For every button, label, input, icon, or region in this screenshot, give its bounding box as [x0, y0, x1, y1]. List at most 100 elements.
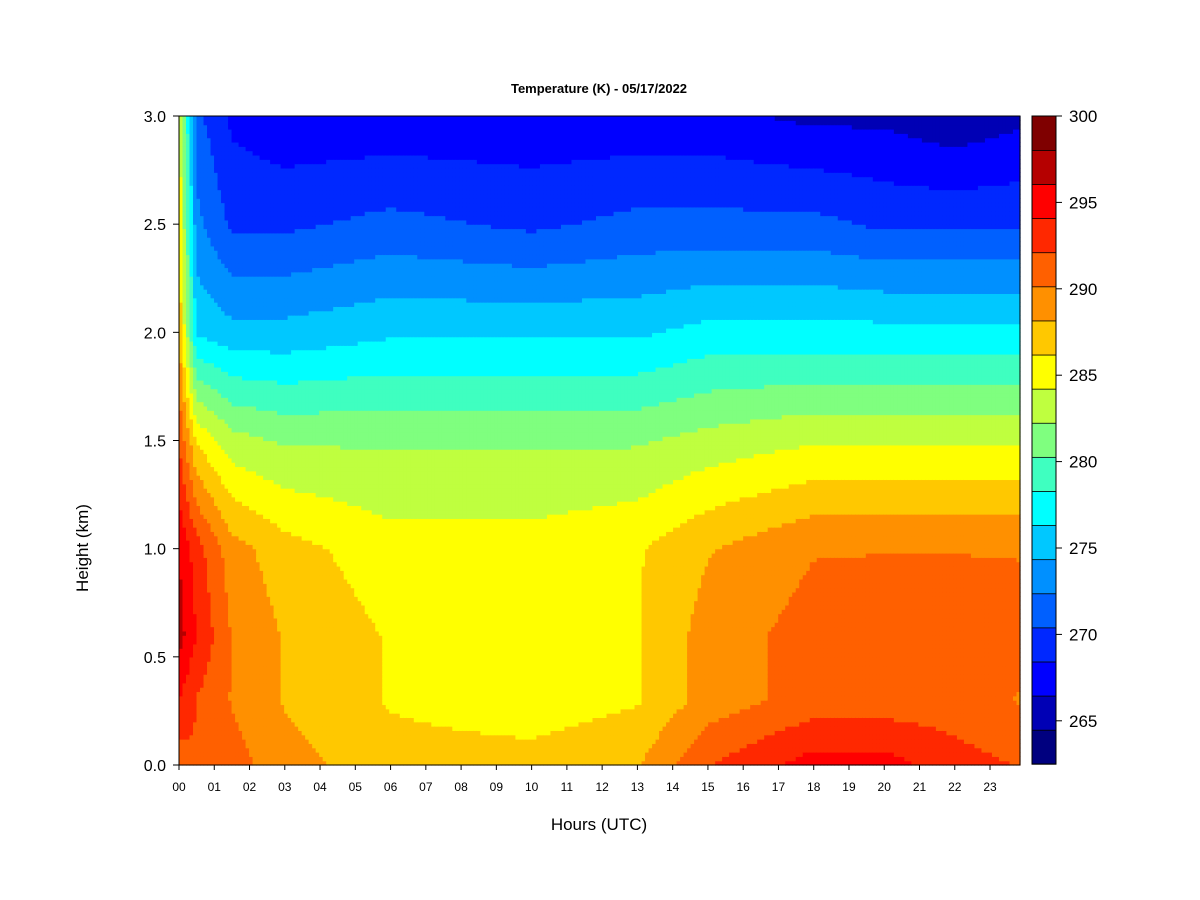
heatmap-cell	[246, 570, 250, 575]
heatmap-cell	[190, 717, 194, 722]
heatmap-cell	[204, 583, 208, 588]
heatmap-cell	[270, 263, 274, 268]
heatmap-cell	[232, 194, 236, 199]
heatmap-cell	[193, 531, 197, 536]
heatmap-cell	[228, 601, 232, 606]
heatmap-cell	[218, 272, 222, 277]
heatmap-cell	[200, 588, 204, 593]
heatmap-cell	[225, 298, 229, 303]
heatmap-cell	[193, 588, 197, 593]
heatmap-cell	[239, 410, 243, 415]
heatmap-cell	[246, 579, 250, 584]
heatmap-cell	[274, 298, 278, 303]
heatmap-cell	[270, 505, 274, 510]
heatmap-cell	[228, 125, 232, 130]
heatmap-cell	[239, 233, 243, 238]
heatmap-cell	[288, 272, 292, 277]
heatmap-cell	[260, 211, 264, 216]
heatmap-cell	[270, 748, 274, 753]
heatmap-cell	[193, 501, 197, 506]
heatmap-cell	[200, 306, 204, 311]
heatmap-cell	[211, 466, 215, 471]
heatmap-cell	[242, 622, 246, 627]
heatmap-cell	[288, 142, 292, 147]
heatmap-cell	[197, 549, 201, 554]
heatmap-cell	[193, 449, 197, 454]
heatmap-cell	[204, 168, 208, 173]
heatmap-cell	[277, 514, 281, 519]
heatmap-cell	[186, 406, 190, 411]
heatmap-cell	[186, 601, 190, 606]
heatmap-cell	[256, 406, 260, 411]
heatmap-cell	[211, 177, 215, 182]
heatmap-cell	[260, 436, 264, 441]
heatmap-cell	[214, 536, 218, 541]
heatmap-cell	[256, 514, 260, 519]
heatmap-cell	[242, 471, 246, 476]
heatmap-cell	[270, 350, 274, 355]
heatmap-cell	[256, 272, 260, 277]
heatmap-cell	[207, 518, 211, 523]
heatmap-cell	[267, 354, 271, 359]
heatmap-cell	[200, 441, 204, 446]
heatmap-cell	[207, 674, 211, 679]
heatmap-cell	[200, 350, 204, 355]
heatmap-cell	[218, 207, 222, 212]
heatmap-cell	[270, 670, 274, 675]
heatmap-cell	[267, 263, 271, 268]
heatmap-cell	[288, 410, 292, 415]
heatmap-cell	[179, 432, 183, 437]
heatmap-cell	[235, 622, 239, 627]
heatmap-cell	[239, 125, 243, 130]
heatmap-cell	[246, 337, 250, 342]
heatmap-cell	[239, 726, 243, 731]
heatmap-cell	[253, 752, 257, 757]
heatmap-cell	[284, 449, 288, 454]
heatmap-cell	[183, 575, 187, 580]
heatmap-cell	[228, 605, 232, 610]
heatmap-cell	[239, 756, 243, 761]
heatmap-cell	[207, 376, 211, 381]
heatmap-cell	[263, 605, 267, 610]
heatmap-cell	[239, 328, 243, 333]
heatmap-cell	[288, 583, 292, 588]
heatmap-cell	[284, 181, 288, 186]
heatmap-cell	[274, 713, 278, 718]
heatmap-cell	[197, 752, 201, 757]
heatmap-cell	[197, 644, 201, 649]
heatmap-cell	[246, 635, 250, 640]
heatmap-cell	[193, 133, 197, 138]
heatmap-cell	[200, 289, 204, 294]
heatmap-cell	[256, 376, 260, 381]
heatmap-cell	[193, 665, 197, 670]
heatmap-cell	[253, 216, 257, 221]
heatmap-cell	[277, 220, 281, 225]
heatmap-cell	[239, 293, 243, 298]
heatmap-cell	[232, 129, 236, 134]
heatmap-cell	[256, 544, 260, 549]
heatmap-cell	[253, 181, 257, 186]
heatmap-cell	[263, 168, 267, 173]
heatmap-cell	[214, 678, 218, 683]
heatmap-cell	[193, 129, 197, 134]
heatmap-cell	[274, 328, 278, 333]
heatmap-cell	[281, 518, 285, 523]
heatmap-cell	[225, 436, 229, 441]
heatmap-cell	[218, 575, 222, 580]
heatmap-cell	[197, 345, 201, 350]
heatmap-cell	[211, 605, 215, 610]
heatmap-cell	[186, 159, 190, 164]
heatmap-cell	[239, 272, 243, 277]
heatmap-cell	[274, 254, 278, 259]
heatmap-cell	[288, 514, 292, 519]
heatmap-cell	[190, 635, 194, 640]
heatmap-cell	[281, 544, 285, 549]
heatmap-cell	[190, 190, 194, 195]
heatmap-cell	[197, 453, 201, 458]
heatmap-cell	[239, 722, 243, 727]
heatmap-cell	[214, 497, 218, 502]
heatmap-cell	[197, 609, 201, 614]
heatmap-cell	[225, 129, 229, 134]
heatmap-cell	[193, 345, 197, 350]
heatmap-cell	[183, 678, 187, 683]
